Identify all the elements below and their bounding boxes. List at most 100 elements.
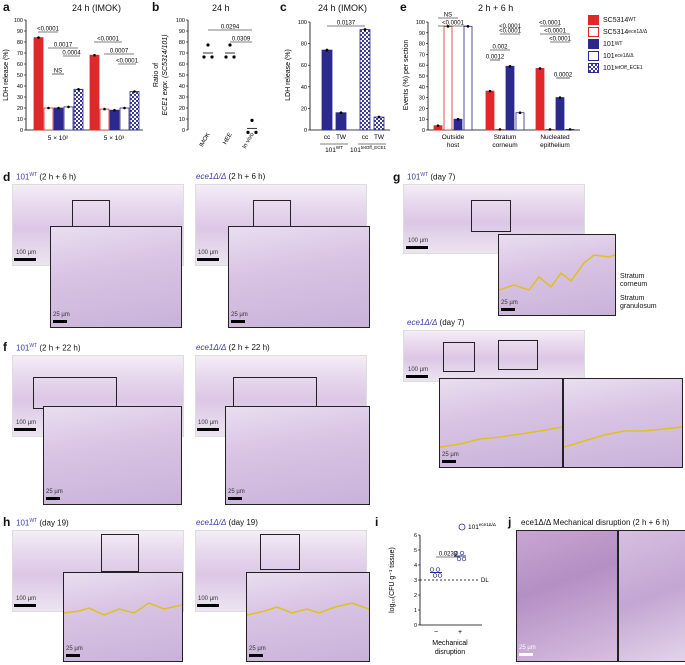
panel-b-y-tick-label: 40 (179, 84, 185, 90)
panel-f-right-inset (225, 406, 370, 505)
panel-a-label: a (3, 0, 10, 14)
panel-b-p1-label: 0.0309 (232, 37, 251, 43)
panel-c-p0-label: 0.0137 (337, 21, 356, 27)
panel-e-bar (463, 25, 473, 131)
panel-c-strain-1-sup: WT (336, 145, 343, 150)
panel-e-x-label-1: Stratum (494, 134, 517, 141)
panel-g-bottom-title: ece1Δ/Δ (day 7) (407, 318, 465, 327)
panel-e-y-tick-label: 70 (419, 52, 425, 58)
panel-c-bar (359, 29, 371, 131)
panel-c-dot (339, 111, 343, 115)
panel-i-point (453, 550, 459, 556)
panel-d-left-inset-scale-label: 25 µm (53, 312, 70, 318)
panel-e-dot (466, 25, 470, 28)
panel-e-bar (555, 97, 565, 131)
panel-c-y-tick-label: 40 (301, 85, 307, 91)
panel-a-p0-label: <0.0001 (37, 27, 60, 33)
panel-c-dot (325, 48, 329, 52)
panel-h-left-inset-scale-label: 25 µm (66, 646, 83, 652)
panel-a-x-label: 5 × 10² (48, 135, 69, 142)
panel-b-label: b (152, 0, 160, 14)
panel-b-chart: 0 10 20 30 40 50 60 70 80 90 100 Ratio of ECE1 expr.… (153, 18, 258, 150)
panel-c-bar (373, 116, 385, 131)
panel-e-y-tick-label: 40 (419, 85, 425, 91)
panel-c-y-tick-label: 100 (298, 20, 307, 26)
panel-i-y-label: log₁₀(CFU g⁻¹ tissue) (389, 547, 396, 613)
panel-h-right-roi (260, 534, 300, 570)
panel-c-x-label: cc (324, 134, 331, 141)
panel-i-point (456, 556, 462, 562)
panel-j-label: j (508, 515, 512, 529)
panel-a-dot (37, 36, 40, 39)
panel-a-y-tick-label: 40 (17, 84, 23, 90)
panel-c-y-tick-label: 0 (304, 128, 307, 134)
panel-b-p0-label: 0.0294 (221, 25, 240, 31)
panel-e-p1-label: <0.0001 (442, 21, 465, 27)
panel-f-right-scalebar (197, 428, 219, 431)
panel-b-y-tick-label: 10 (179, 117, 185, 123)
panel-b-y-tick-label: 100 (176, 18, 185, 24)
panel-h-label: h (3, 515, 11, 529)
panel-a-title: 24 h (IMOK) (72, 3, 122, 13)
panel-j-right-micrograph (618, 530, 685, 662)
panel-e-dot (518, 111, 522, 115)
panel-d-right-inset-scalebar (231, 320, 245, 323)
panel-f-right-roi (233, 377, 317, 409)
panel-f-left-title: 101WT (2 h + 22 h) (16, 343, 81, 353)
panel-a-dot (93, 53, 96, 57)
legend-swatch (588, 63, 599, 73)
panel-e-bar (453, 118, 463, 131)
panel-b-y-tick-label: 30 (179, 95, 185, 101)
panel-g-bottom-boundary-1 (440, 426, 562, 448)
panel-e-label: e (400, 0, 407, 14)
panel-g-top-scale-label: 100 µm (408, 238, 429, 244)
panel-e-bar (505, 65, 515, 131)
panel-i-point (459, 550, 465, 556)
legend-swatch (588, 15, 599, 25)
panel-a-dot (113, 108, 116, 112)
panel-a-y-tick-label: 80 (17, 40, 23, 46)
panel-a-p4-label: <0.0001 (97, 37, 120, 43)
panel-h-right-inset-scale-label: 25 µm (249, 646, 266, 652)
panel-i-legend-marker (458, 523, 466, 531)
panel-f-left-scale-label: 100 µm (16, 420, 37, 426)
panel-c-dot (363, 28, 367, 31)
panel-i-y-tick-label: 6 (414, 533, 417, 539)
panel-g-bottom-micrograph (403, 330, 585, 382)
panel-a-dot (67, 105, 70, 109)
panel-a-y-tick-label: 100 (14, 18, 23, 24)
panel-i-point (432, 573, 438, 578)
legend-label-sup: ece1Δ/Δ (614, 53, 634, 59)
panel-h-left-scale-label: 100 µm (16, 596, 37, 602)
panel-j-scalebar (519, 653, 533, 656)
panel-i-point (429, 567, 435, 572)
panel-h-left-inset (63, 572, 183, 662)
panel-e-p2-label: <0.0001 (499, 24, 522, 30)
panel-a-dot (103, 107, 106, 111)
panel-b-y-tick-label: 0 (182, 128, 185, 134)
legend-label-sup: WT (614, 41, 623, 47)
panel-f-right-inset-scale-label: 25 µm (228, 489, 245, 495)
panel-j-title: ece1Δ/Δ Mechanical disruption (2 h + 6 h… (521, 518, 670, 527)
panel-c-label: c (280, 0, 287, 14)
legend-label-sup: WT (628, 17, 637, 23)
panel-a-p5-label: 0.0007 (110, 49, 129, 55)
panel-a-bar (119, 107, 130, 131)
panel-a-y-tick-label: 20 (17, 106, 23, 112)
panel-e-x-label-2: epithelium (540, 142, 570, 149)
panel-e-y-tick-label: 80 (419, 42, 425, 48)
panel-e-dot (446, 25, 450, 28)
panel-e-y-tick-label: 60 (419, 63, 425, 69)
panel-a-p2-label: NS (54, 69, 62, 75)
panel-a-dot (133, 90, 136, 93)
panel-a-p1-label: 0.0017 (54, 43, 73, 49)
panel-e-bar (485, 90, 495, 131)
panel-b-title: 24 h (212, 3, 230, 13)
panel-e-p5-label: <0.0001 (499, 29, 522, 35)
panel-h-right-scalebar (197, 604, 219, 607)
panel-a-chart: 0 10 20 30 40 50 60 70 80 90 100 LDH release (%) 5 ×… (3, 18, 143, 142)
legend-item: SC5314 ece1Δ/Δ (588, 26, 685, 38)
panel-e-dot (558, 96, 562, 99)
panel-i-dl-label: DL (481, 578, 489, 584)
panel-e-p0-label: NS (444, 13, 452, 19)
